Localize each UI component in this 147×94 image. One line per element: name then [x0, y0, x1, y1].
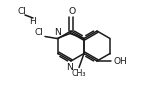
Text: CH₃: CH₃: [72, 69, 86, 78]
Text: Cl: Cl: [35, 28, 44, 37]
Text: N: N: [67, 64, 74, 72]
Text: O: O: [68, 6, 76, 16]
Text: N: N: [55, 28, 61, 37]
Text: H: H: [30, 17, 36, 25]
Text: Cl: Cl: [17, 8, 26, 17]
Text: OH: OH: [113, 56, 127, 66]
